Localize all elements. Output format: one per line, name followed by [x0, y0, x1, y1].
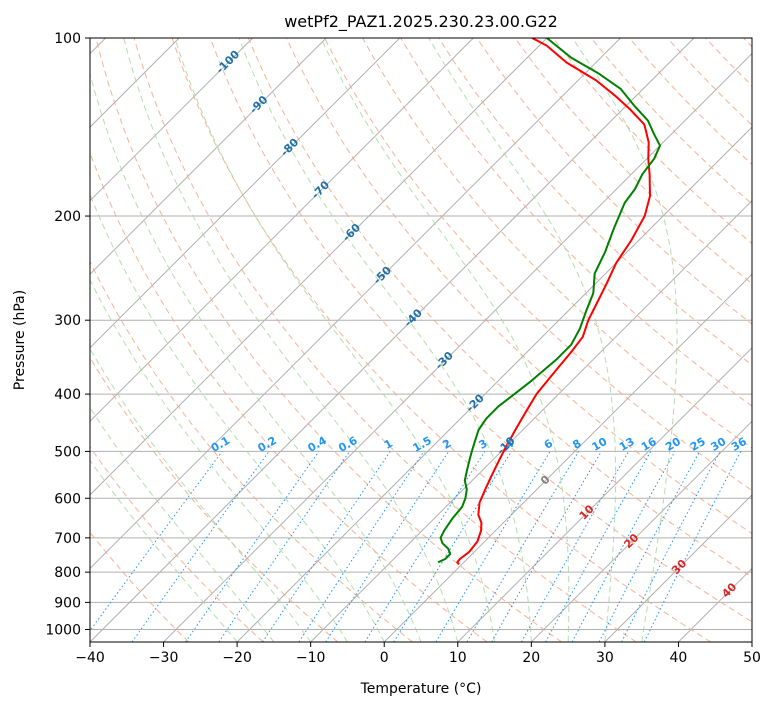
isotherm-gridline	[90, 38, 327, 275]
moist-adiabat-line	[90, 278, 348, 642]
moist-adiabat-line	[90, 193, 385, 642]
mixing-ratio-line	[325, 451, 450, 642]
y-tick-label: 1000	[45, 623, 81, 639]
moist-adiabat-line	[428, 38, 617, 642]
mixing-ratio-line	[262, 451, 391, 642]
moist-adiabat-line	[90, 71, 422, 642]
y-tick-label: 600	[54, 491, 81, 507]
moist-adiabat-line	[90, 406, 275, 642]
mixing-ratio-line	[643, 451, 742, 642]
y-tick-label: 700	[54, 531, 81, 547]
moist-adiabat-line	[123, 38, 459, 642]
y-tick-label: 500	[54, 444, 81, 460]
mixing-ratio-line	[298, 451, 425, 642]
x-tick-label: −20	[222, 650, 252, 666]
isotherm-gridline	[530, 420, 752, 642]
dry-adiabat-line	[285, 38, 752, 535]
temperature-profile-line	[456, 38, 651, 565]
isotherm-gridline	[383, 273, 752, 642]
x-tick-label: 40	[669, 650, 687, 666]
mixing-ratio-line	[131, 451, 270, 642]
moist-adiabat-line	[320, 38, 570, 642]
x-tick-label: 30	[596, 650, 614, 666]
moist-adiabat-line	[572, 38, 678, 642]
isotherm-gridline	[90, 38, 621, 570]
chart-title: wetPf2_PAZ1.2025.230.23.00.G22	[284, 12, 558, 32]
dry-adiabat-line	[247, 38, 752, 578]
chart-axes: −40 −30 −20 −10 0 10 20 30 40 50 100 200 300 400 500 60…	[45, 31, 761, 666]
isotherm-gridline	[90, 38, 401, 349]
moist-adiabat-line	[174, 38, 496, 642]
plot-frame	[89, 37, 753, 643]
x-tick-label: 20	[522, 650, 540, 666]
y-tick-label: 100	[54, 31, 81, 47]
isotherm-gridline	[457, 347, 752, 642]
mixing-ratio-line	[521, 451, 630, 642]
dry-adiabat-line	[90, 445, 264, 642]
moist-adiabat-line	[90, 459, 238, 642]
dry-adiabat-line	[514, 38, 752, 285]
mixing-ratio-line	[545, 451, 652, 642]
y-tick-label: 800	[54, 565, 81, 581]
y-tick-label: 400	[54, 387, 81, 403]
x-tick-label: −40	[75, 650, 105, 666]
moist-adiabat-line	[238, 38, 532, 642]
mixing-ratio-line	[218, 451, 351, 642]
y-axis-label: Pressure (hPa)	[12, 290, 28, 390]
x-axis-label: Temperature (°C)	[360, 681, 482, 697]
x-tick-label: 50	[743, 650, 761, 666]
mixing-ratio-line	[90, 451, 223, 632]
y-tick-label: 300	[54, 313, 81, 329]
dry-adiabat-line	[90, 260, 413, 642]
isotherm-gridline	[163, 52, 752, 642]
dewpoint-profile-line	[437, 38, 661, 564]
moist-adiabat-line	[90, 347, 312, 642]
x-tick-label: −10	[296, 650, 326, 666]
chart-grid	[90, 38, 752, 642]
dry-adiabat-line	[209, 38, 752, 623]
dry-adiabat-line	[324, 38, 752, 491]
x-tick-label: −30	[149, 650, 179, 666]
y-tick-label: 900	[54, 595, 81, 611]
x-tick-label: 10	[449, 650, 467, 666]
isotherm-gridline	[236, 126, 752, 642]
y-tick-label: 200	[54, 209, 81, 225]
mixing-ratio-line	[185, 451, 320, 642]
isotherm-gridline	[604, 494, 752, 642]
isotherm-gridline	[90, 38, 548, 496]
isotherm-gridline	[90, 38, 254, 202]
isotherm-gridline	[90, 38, 474, 423]
dry-adiabat-line	[133, 38, 637, 642]
dry-adiabat-line	[90, 356, 339, 642]
dry-adiabat-line	[171, 38, 712, 642]
chart-data-layer	[437, 38, 661, 565]
mixing-ratio-line	[393, 451, 512, 642]
x-tick-label: 0	[380, 650, 389, 666]
mixing-ratio-line	[571, 451, 676, 642]
dry-adiabat-line	[95, 38, 562, 642]
